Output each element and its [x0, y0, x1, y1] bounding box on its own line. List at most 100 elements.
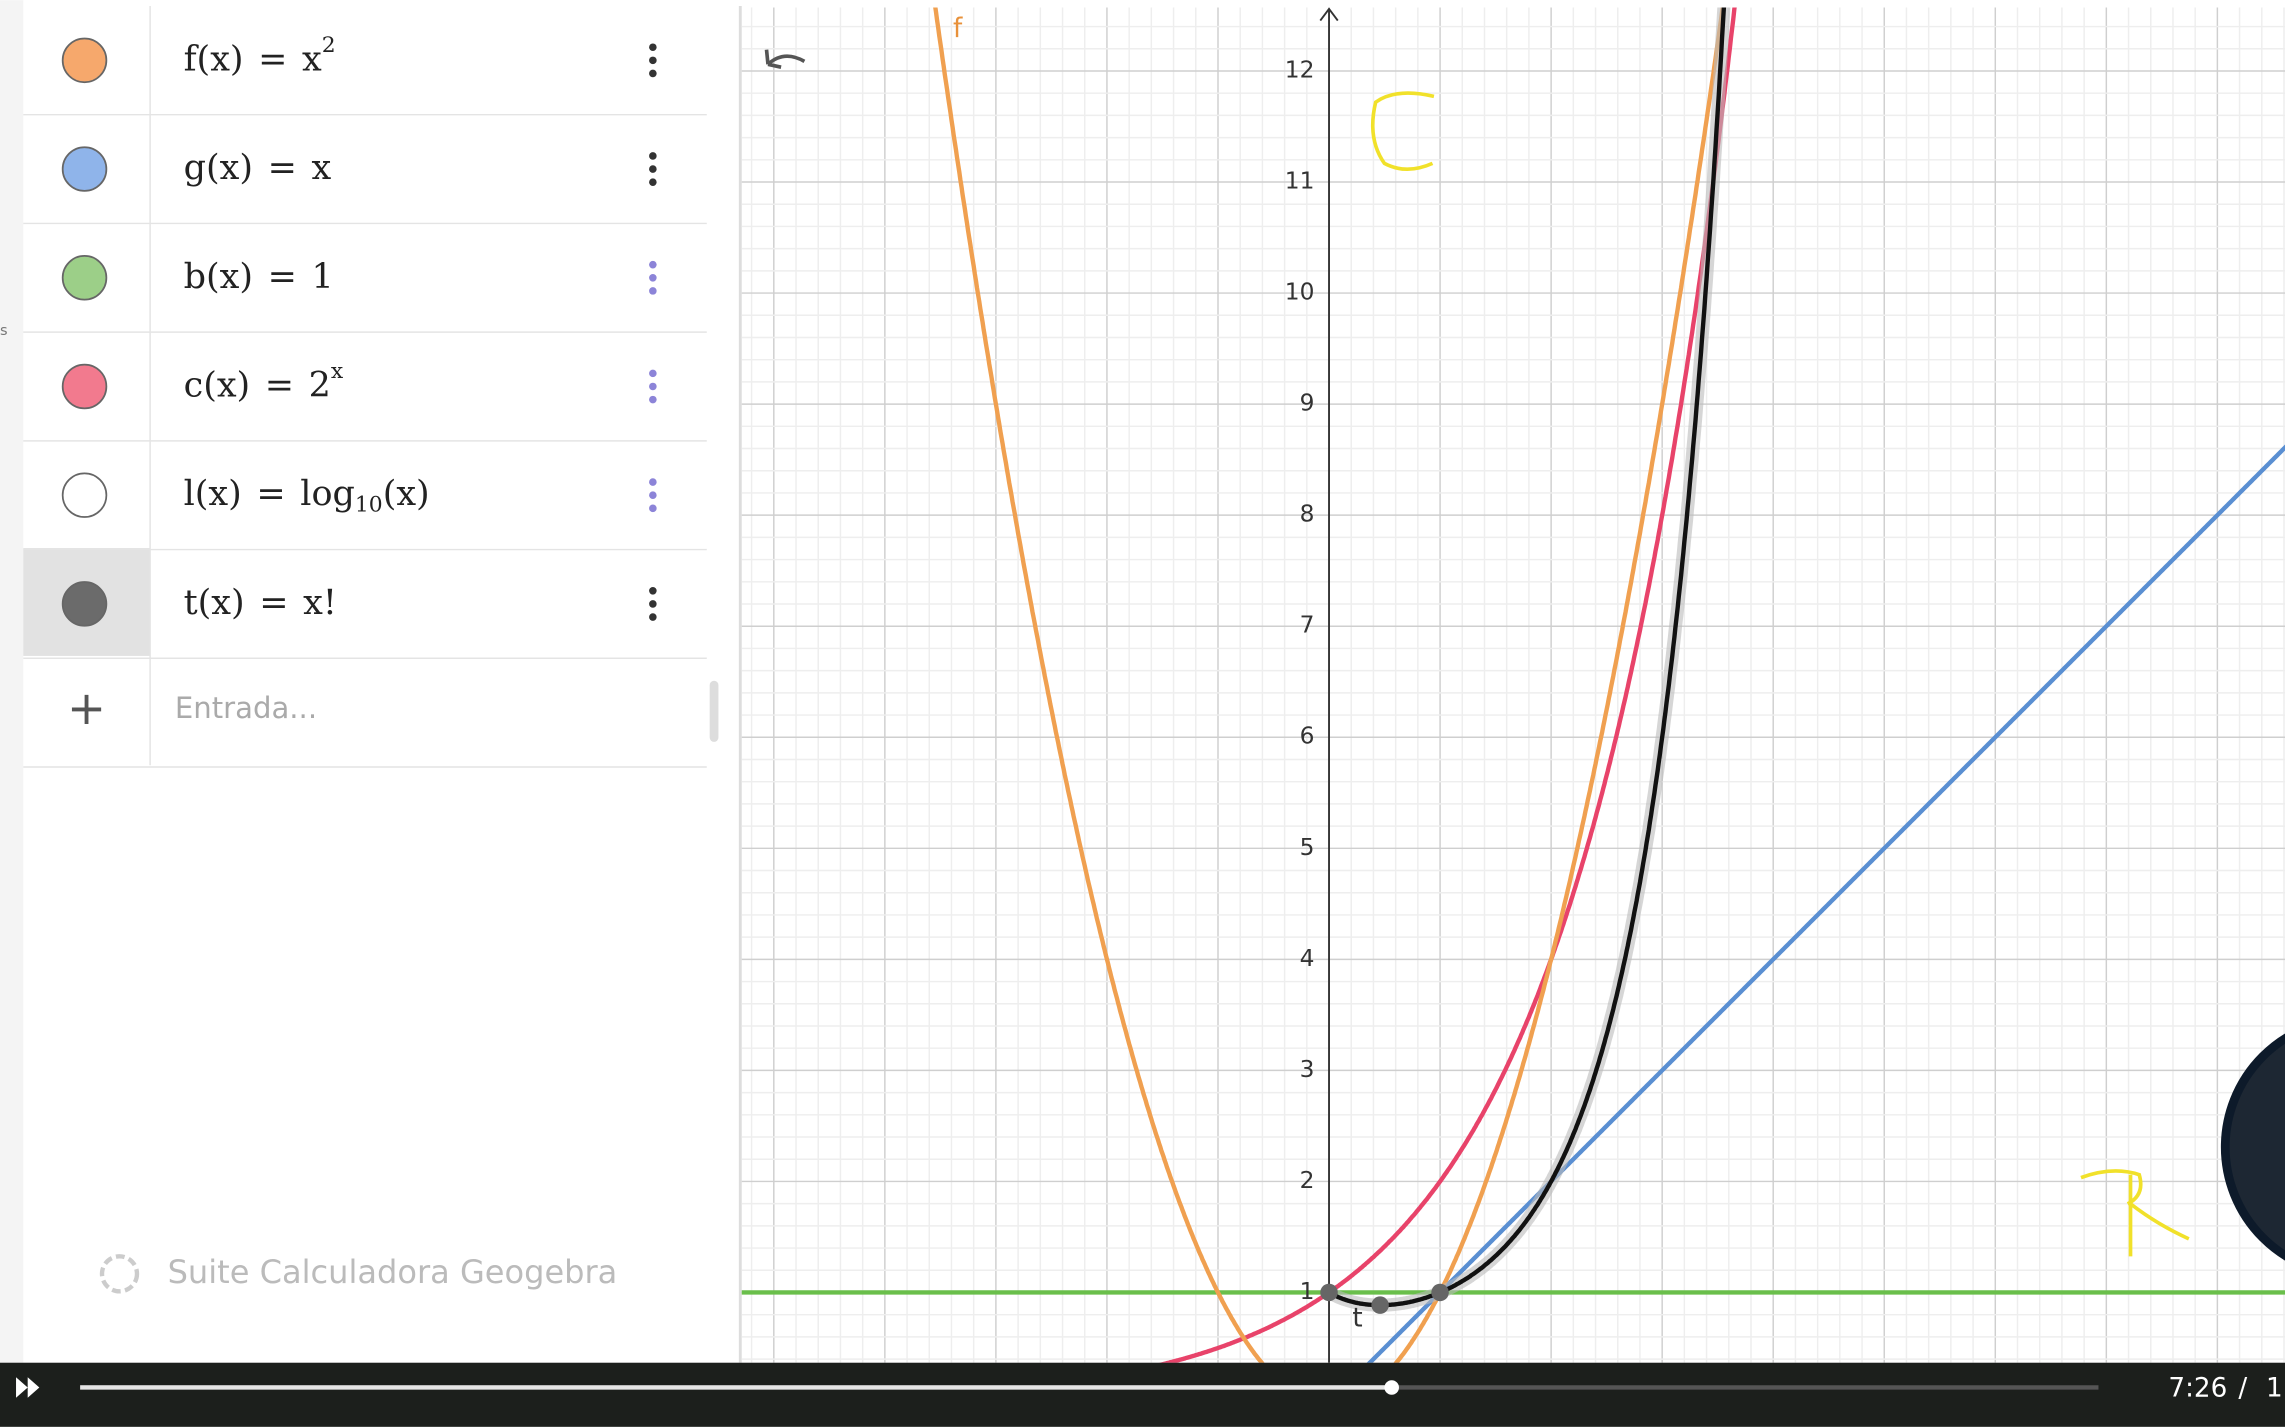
menu-dot: [649, 178, 657, 186]
player-bar: [0, 1362, 2285, 1427]
menu-dot: [649, 600, 657, 608]
menu-dot: [649, 587, 657, 595]
formula-lhs: l(x): [184, 474, 242, 514]
formula-eq: =: [268, 148, 297, 188]
formula-eq: =: [265, 365, 294, 405]
item-menu[interactable]: [649, 587, 657, 621]
menu-dot: [649, 152, 657, 160]
y-tick-label: 7: [1300, 612, 1315, 639]
formula-rhs: x: [302, 39, 322, 79]
left-strip: [0, 0, 24, 1363]
y-tick-label: 8: [1300, 501, 1315, 528]
graphics-view: [741, 7, 2285, 1363]
formula-sup: 2: [322, 33, 336, 58]
formula-rhs: 1: [311, 256, 333, 296]
y-axis-arrow: [1319, 7, 1339, 22]
formula-eq: =: [268, 256, 297, 296]
curve-g: [1366, 444, 2285, 1363]
y-tick-label: 10: [1285, 279, 1315, 306]
formula: f(x) = x2: [184, 33, 336, 79]
formula-sub: 10: [355, 492, 383, 517]
formula-lhs: t(x): [184, 582, 245, 622]
menu-dot: [649, 478, 657, 486]
geogebra-logo: [99, 1254, 140, 1294]
formula-eq: =: [258, 39, 287, 79]
curve-f: [933, 7, 1725, 1363]
handwritten-c: [1370, 91, 1435, 172]
item-menu[interactable]: [649, 260, 657, 295]
y-tick-label: 5: [1300, 834, 1315, 861]
y-tick-label: 2: [1300, 1167, 1315, 1194]
item-menu[interactable]: [649, 478, 657, 513]
visibility-toggle[interactable]: [61, 363, 108, 410]
footer-text[interactable]: Suite Calculadora Geogebra: [168, 1253, 618, 1291]
formula-rhs: log: [300, 474, 355, 514]
total-time: 11: [2266, 1373, 2285, 1403]
formula-lhs: f(x): [184, 39, 244, 79]
curve-c: [1159, 7, 1737, 1363]
formula-tail: (x): [383, 474, 430, 514]
menu-dot: [649, 69, 657, 78]
current-time: 7:26: [2168, 1373, 2227, 1403]
visibility-toggle[interactable]: [61, 581, 108, 627]
undo-icon[interactable]: [764, 49, 806, 69]
add-icon[interactable]: +: [67, 681, 106, 735]
menu-dot: [649, 504, 657, 513]
play-button[interactable]: [16, 1377, 40, 1398]
formula: b(x) = 1: [184, 256, 334, 296]
edge-label: s: [0, 322, 8, 339]
menu-dot: [649, 260, 657, 269]
menu-dot: [649, 56, 657, 65]
menu-dot: [649, 287, 657, 295]
formula: t(x) = x!: [184, 582, 337, 622]
progress-handle[interactable]: [1384, 1380, 1399, 1395]
curve-label: t: [1352, 1303, 1362, 1333]
y-tick-label: 6: [1300, 723, 1315, 750]
menu-dot: [649, 43, 657, 52]
visibility-toggle[interactable]: [61, 255, 108, 301]
menu-dot: [649, 165, 657, 173]
webcam-overlay: [2220, 1033, 2285, 1261]
scrollbar[interactable]: [709, 680, 719, 742]
y-tick-label: 11: [1285, 168, 1315, 195]
formula: l(x) = log10(x): [184, 474, 430, 518]
y-tick-label: 1: [1300, 1278, 1315, 1305]
formula-rhs: x!: [303, 582, 337, 622]
point: [1371, 1296, 1389, 1314]
visibility-toggle[interactable]: [61, 37, 108, 84]
formula-rhs: x: [311, 148, 331, 188]
formula-rhs: 2: [309, 365, 331, 405]
formula-lhs: b(x): [184, 256, 253, 296]
menu-dot: [649, 395, 657, 404]
y-tick-label: 9: [1300, 390, 1315, 417]
formula-lhs: c(x): [184, 365, 251, 405]
formula-eq: =: [259, 582, 288, 622]
point: [1431, 1283, 1449, 1302]
visibility-toggle[interactable]: [61, 146, 108, 192]
visibility-toggle[interactable]: [61, 472, 108, 518]
handwritten-r: [2080, 1169, 2190, 1257]
menu-dot: [649, 613, 657, 621]
menu-dot: [649, 273, 657, 282]
menu-dot: [649, 382, 657, 391]
item-menu[interactable]: [649, 369, 657, 404]
input-placeholder[interactable]: Entrada...: [175, 691, 317, 725]
formula-sup: x: [331, 359, 344, 384]
point: [1320, 1283, 1338, 1302]
formula-lhs: g(x): [184, 148, 253, 188]
menu-dot: [649, 491, 657, 499]
time-separator: /: [2238, 1373, 2247, 1403]
formula: g(x) = x: [184, 148, 332, 188]
item-menu[interactable]: [649, 43, 657, 78]
menu-dot: [649, 369, 657, 378]
y-tick-label: 12: [1285, 56, 1315, 83]
y-tick-label: 4: [1300, 945, 1315, 972]
item-menu[interactable]: [649, 152, 657, 186]
curve-label: f: [953, 14, 963, 44]
formula: c(x) = 2x: [184, 359, 344, 405]
formula-eq: =: [256, 474, 285, 514]
y-tick-label: 3: [1300, 1056, 1315, 1083]
